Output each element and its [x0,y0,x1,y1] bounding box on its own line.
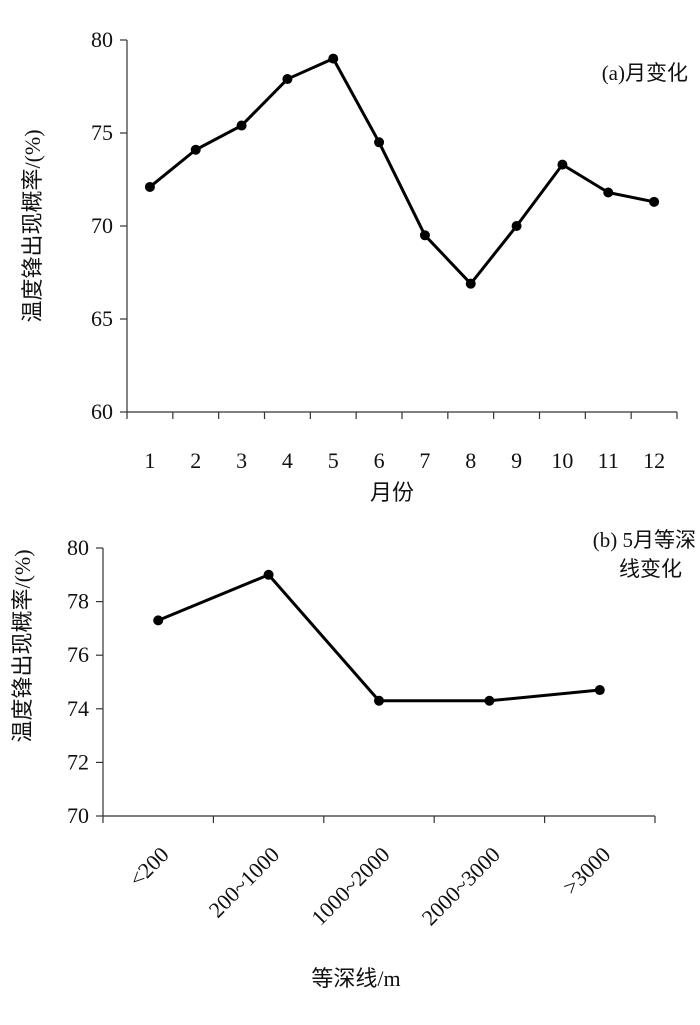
a-data-point [328,53,339,64]
a-series-line [148,57,655,286]
a-x-tick-label: 7 [419,448,430,473]
b-y-tick-label: 74 [67,696,89,721]
panel-b-x-ticks: <200 200~1000 1000~2000 2000~3000 >3000 [102,816,656,930]
panel-b-y-ticks: 70 72 74 76 78 80 [67,535,103,828]
a-data-point [282,74,293,85]
b-y-tick-label: 78 [67,589,89,614]
a-data-point [236,120,247,131]
a-x-tick-label: 8 [465,448,476,473]
b-data-point [594,685,605,696]
panel-b-series [153,569,605,706]
a-y-tick-label: 60 [91,399,113,424]
b-y-tick-label: 70 [67,803,89,828]
panel-b-annotation-line1: (b) 5月等深 [593,528,696,552]
panel-isobath: 70 72 74 76 78 80 <200 200~1000 1000~2000 2000~3… [10,528,696,991]
panel-a-x-axis-label: 月份 [370,480,414,505]
a-y-tick-label: 80 [91,27,113,52]
b-x-tick-label: <200 [124,842,174,892]
panel-a-series [144,53,660,289]
panel-b-x-axis-label: 等深线/m [311,966,400,991]
b-series-line [157,573,600,703]
b-y-tick-label: 80 [67,535,89,560]
a-data-point [374,137,385,148]
panel-b-annotation-line2: 线变化 [619,557,682,581]
panel-a-y-ticks: 60 65 70 75 80 [91,27,127,424]
b-y-tick-label: 76 [67,642,89,667]
a-data-point [557,159,568,170]
a-data-point [603,187,614,198]
a-data-point [419,230,430,241]
a-data-point [465,278,476,289]
a-data-point [190,144,201,155]
a-y-tick-label: 75 [91,120,113,145]
panel-a-y-axis-label: 温度锋出现概率/(%) [20,129,45,322]
a-x-tick-label: 3 [236,448,247,473]
b-x-tick-label: 200~1000 [204,842,285,923]
b-data-point [263,569,274,580]
panel-b-y-axis-label: 温度锋出现概率/(%) [10,549,35,742]
a-x-tick-label: 1 [144,448,155,473]
a-data-point [144,181,155,192]
b-x-tick-label: 1000~2000 [306,842,394,930]
a-x-tick-label: 10 [551,448,573,473]
a-x-tick-label: 2 [190,448,201,473]
a-y-tick-label: 70 [91,213,113,238]
a-x-tick-label: 5 [328,448,339,473]
a-x-tick-label: 4 [282,448,293,473]
panel-a-annotation: (a)月变化 [602,61,688,85]
b-data-point [484,695,495,706]
b-y-tick-label: 72 [67,749,89,774]
a-y-tick-label: 65 [91,306,113,331]
a-x-tick-label: 11 [598,448,619,473]
panel-a-x-ticks: 1 2 3 4 5 6 7 8 9 10 11 12 [126,412,678,473]
a-x-tick-label: 9 [511,448,522,473]
b-data-point [374,695,384,706]
b-x-tick-label: 2000~3000 [417,842,505,930]
a-x-tick-label: 6 [374,448,385,473]
b-data-point [153,615,164,626]
a-data-point [649,196,660,207]
b-x-tick-label: >3000 [558,842,616,900]
a-data-point [511,221,522,231]
a-x-tick-label: 12 [643,448,665,473]
